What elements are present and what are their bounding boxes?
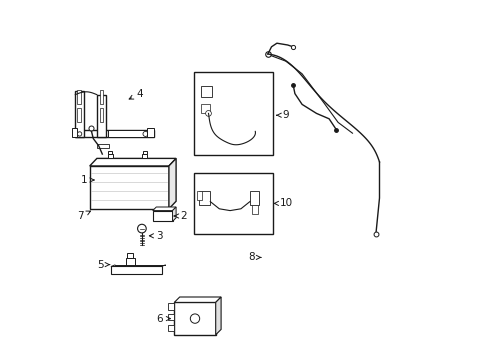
- Bar: [89, 166, 168, 209]
- Bar: [107, 130, 154, 137]
- Bar: [127, 253, 133, 258]
- Polygon shape: [168, 158, 176, 209]
- Bar: [167, 325, 174, 331]
- Bar: [201, 104, 210, 113]
- Bar: [199, 191, 210, 205]
- Circle shape: [205, 111, 211, 116]
- Bar: [100, 108, 103, 122]
- Bar: [194, 72, 273, 155]
- Polygon shape: [172, 207, 176, 221]
- Polygon shape: [152, 207, 176, 211]
- Bar: [77, 108, 81, 122]
- Bar: [75, 130, 154, 137]
- Bar: [251, 205, 258, 214]
- Bar: [142, 151, 146, 154]
- Bar: [72, 128, 77, 137]
- Text: 7: 7: [77, 211, 90, 221]
- Circle shape: [89, 126, 94, 131]
- Circle shape: [190, 314, 199, 323]
- Polygon shape: [174, 297, 221, 302]
- Bar: [167, 303, 174, 310]
- Bar: [97, 144, 109, 148]
- Bar: [167, 314, 174, 320]
- Circle shape: [142, 131, 148, 136]
- Polygon shape: [89, 158, 176, 166]
- Text: 4: 4: [129, 89, 143, 99]
- Bar: [97, 95, 106, 137]
- Bar: [249, 191, 258, 205]
- Polygon shape: [215, 297, 221, 335]
- Bar: [77, 90, 81, 104]
- Text: 6: 6: [156, 314, 170, 324]
- Text: 10: 10: [273, 198, 292, 208]
- Text: 2: 2: [174, 211, 186, 221]
- Circle shape: [77, 132, 81, 136]
- Bar: [197, 191, 202, 200]
- Text: 5: 5: [97, 260, 109, 270]
- Bar: [75, 91, 84, 137]
- Text: 8: 8: [248, 252, 260, 262]
- Text: 9: 9: [276, 110, 288, 120]
- Bar: [194, 173, 273, 234]
- Bar: [174, 302, 215, 335]
- Text: 1: 1: [81, 175, 94, 185]
- Bar: [125, 258, 134, 266]
- Bar: [142, 154, 147, 158]
- Circle shape: [137, 224, 146, 233]
- Text: 3: 3: [149, 231, 163, 241]
- Bar: [152, 211, 172, 221]
- Bar: [147, 128, 154, 137]
- Bar: [201, 86, 212, 97]
- Bar: [108, 151, 112, 154]
- Bar: [100, 90, 103, 104]
- Bar: [107, 154, 113, 158]
- Bar: [111, 266, 162, 274]
